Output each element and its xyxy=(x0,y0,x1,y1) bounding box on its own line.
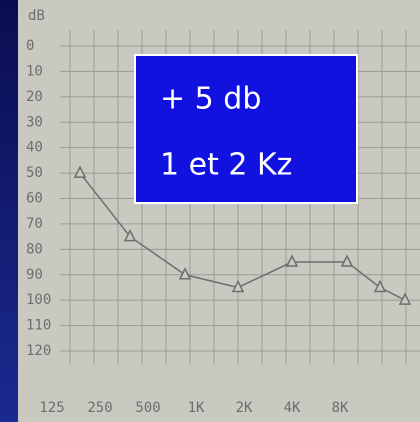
y-tick-label: 0 xyxy=(26,38,34,54)
point xyxy=(123,228,137,242)
x-tick-label: 8K xyxy=(332,400,349,416)
marks xyxy=(73,165,412,305)
x-tick-label: 4K xyxy=(284,400,301,416)
x-tick-label: 2K xyxy=(236,400,253,416)
annotation-background xyxy=(134,54,358,204)
point xyxy=(178,267,192,280)
annotation-line: 1 et 2 Kz xyxy=(160,148,292,183)
y-tick-label: 120 xyxy=(26,343,51,359)
point xyxy=(373,279,387,293)
point xyxy=(285,254,299,267)
point xyxy=(231,279,245,293)
annotation-box: + 5 db 1 et 2 Kz xyxy=(134,54,358,204)
x-tick-label: 125 xyxy=(39,400,64,416)
y-tick-label: 80 xyxy=(26,241,43,257)
y-tick-label: 10 xyxy=(26,63,43,79)
y-tick-label: 100 xyxy=(26,292,51,308)
y-tick-label: 70 xyxy=(26,216,43,232)
point xyxy=(340,254,354,267)
y-tick-label: 40 xyxy=(26,140,43,156)
x-tick-label: 500 xyxy=(135,400,160,416)
x-tick-label: 250 xyxy=(87,400,112,416)
line xyxy=(79,172,406,301)
y-tick-label: 110 xyxy=(26,318,51,334)
y-tick-label: 90 xyxy=(26,267,43,283)
x-tick-label: 1K xyxy=(188,400,205,416)
y-tick-label: 60 xyxy=(26,191,43,207)
point xyxy=(73,165,87,178)
point xyxy=(398,292,412,305)
y-tick-label: 20 xyxy=(26,89,43,105)
y-tick-label: 50 xyxy=(26,165,43,181)
y-axis-label: dB xyxy=(28,8,45,24)
y-tick-label: 30 xyxy=(26,114,43,130)
annotation-line: + 5 db xyxy=(160,82,261,117)
